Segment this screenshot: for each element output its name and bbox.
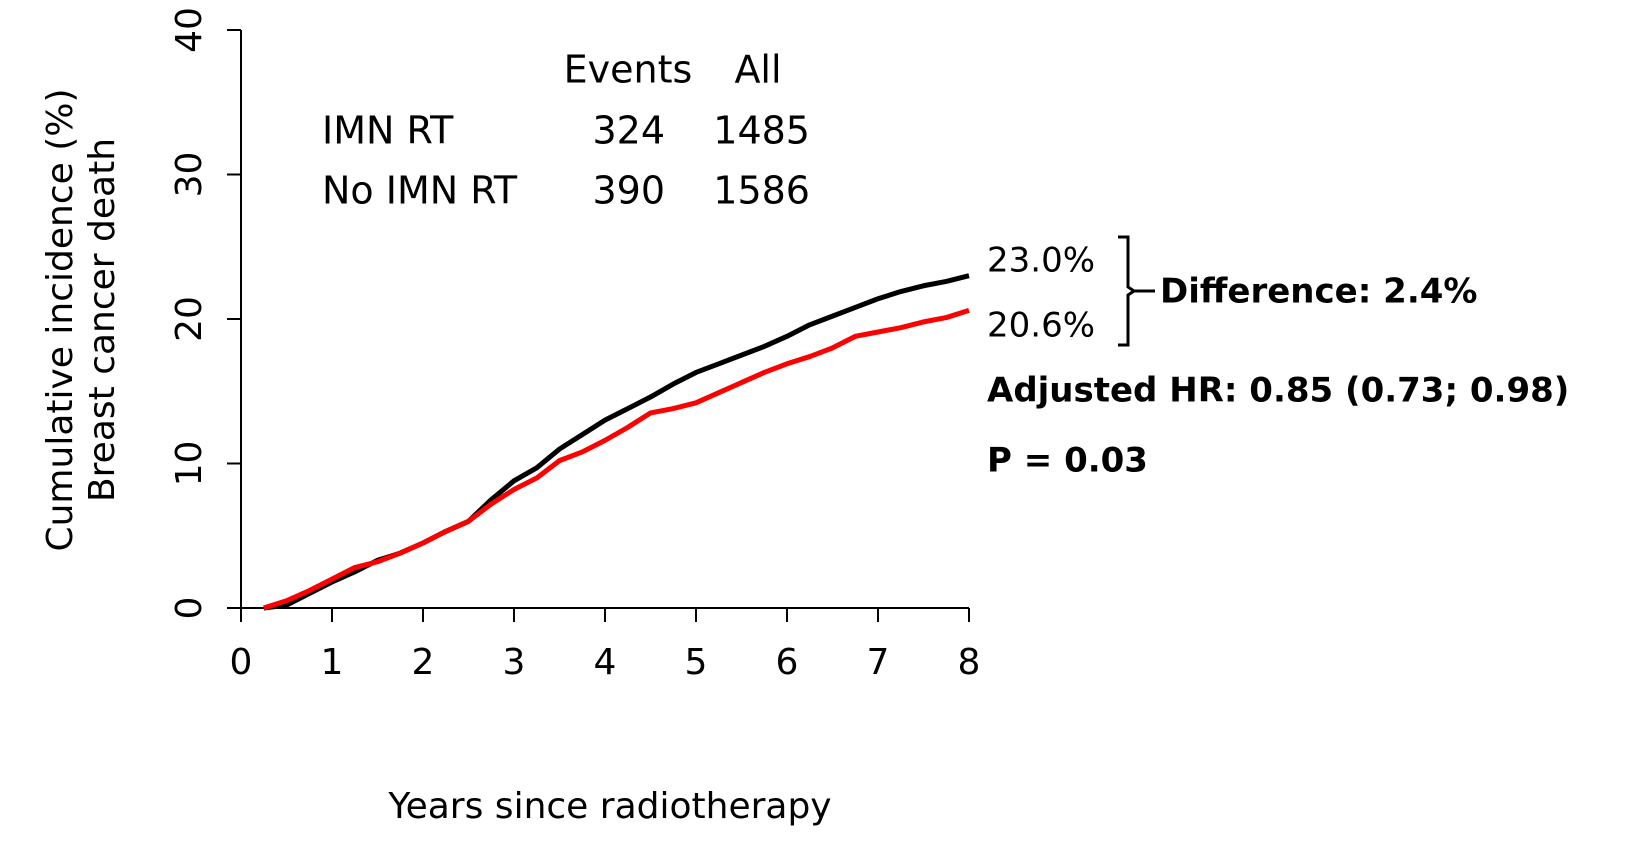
y-axis-title: Breast cancer death xyxy=(82,138,123,502)
table-row-label: No IMN RT xyxy=(322,169,518,213)
table-header: All xyxy=(734,48,781,92)
x-tick-label: 0 xyxy=(230,642,253,683)
x-tick-label: 8 xyxy=(958,642,981,683)
y-axis-title: Cumulative incidence (%) xyxy=(40,88,81,551)
table-cell: 390 xyxy=(592,169,665,213)
x-tick-label: 6 xyxy=(776,642,799,683)
y-tick-label: 30 xyxy=(169,152,210,198)
x-axis-title: Years since radiotherapy xyxy=(387,786,831,827)
x-tick-label: 4 xyxy=(594,642,617,683)
bracket xyxy=(1118,235,1155,347)
x-tick-label: 7 xyxy=(867,642,890,683)
y-tick-label: 10 xyxy=(169,441,210,487)
x-tick-label: 5 xyxy=(685,642,708,683)
series-line xyxy=(262,307,970,611)
y-tick-label: 20 xyxy=(169,296,210,342)
table-cell: 1586 xyxy=(713,169,810,213)
x-tick-label: 2 xyxy=(412,642,435,683)
y-tick-label: 0 xyxy=(169,597,210,620)
table-row-label: IMN RT xyxy=(322,109,454,153)
series-line xyxy=(263,273,970,611)
x-tick-label: 3 xyxy=(503,642,526,683)
y-tick-label: 40 xyxy=(169,7,210,53)
annotation: 23.0% xyxy=(987,241,1095,281)
annotation: Adjusted HR: 0.85 (0.73; 0.98) xyxy=(987,371,1569,411)
x-tick-label: 1 xyxy=(321,642,344,683)
table-header: Events xyxy=(564,48,693,92)
annotation: Difference: 2.4% xyxy=(1160,272,1477,312)
table-cell: 324 xyxy=(592,109,665,153)
table-cell: 1485 xyxy=(713,109,810,153)
annotation: P = 0.03 xyxy=(987,441,1148,481)
annotation: 20.6% xyxy=(987,306,1095,346)
